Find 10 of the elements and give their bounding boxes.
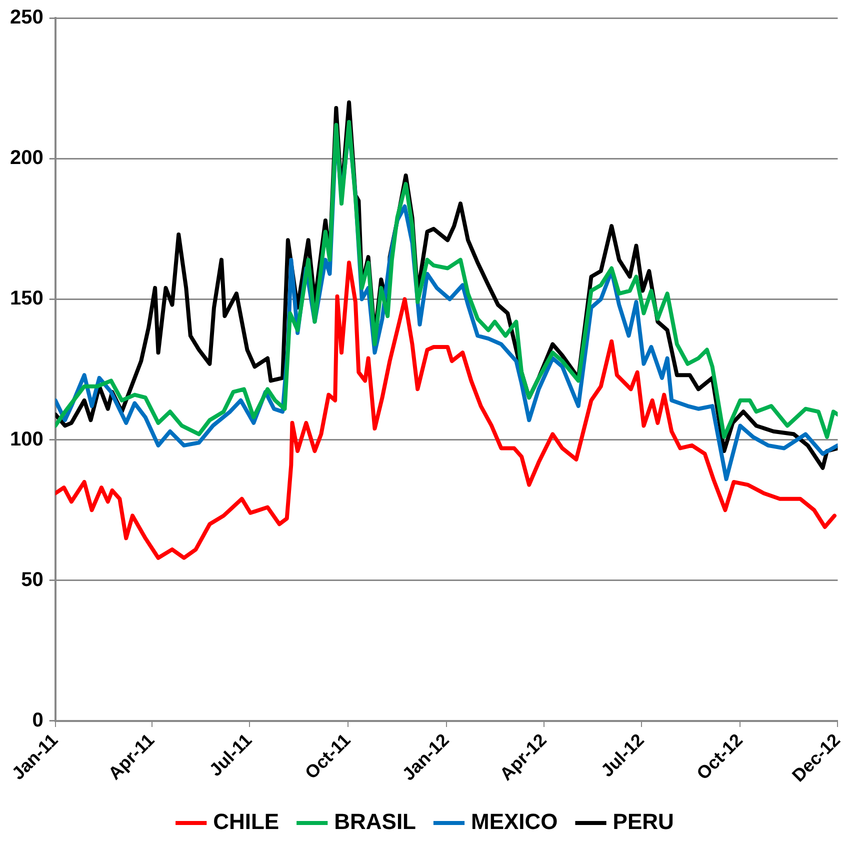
y-tick-label: 250 <box>10 6 44 29</box>
legend-label: MEXICO <box>470 809 558 834</box>
y-tick-label: 100 <box>10 428 44 450</box>
legend-label: BRASIL <box>334 809 416 834</box>
legend-label: CHILE <box>213 809 280 834</box>
legend-label: PERU <box>612 809 674 834</box>
y-tick-label: 200 <box>10 147 44 170</box>
y-tick-label: 0 <box>32 709 44 732</box>
y-tick-label: 150 <box>10 288 44 310</box>
y-tick-label: 50 <box>21 568 44 591</box>
